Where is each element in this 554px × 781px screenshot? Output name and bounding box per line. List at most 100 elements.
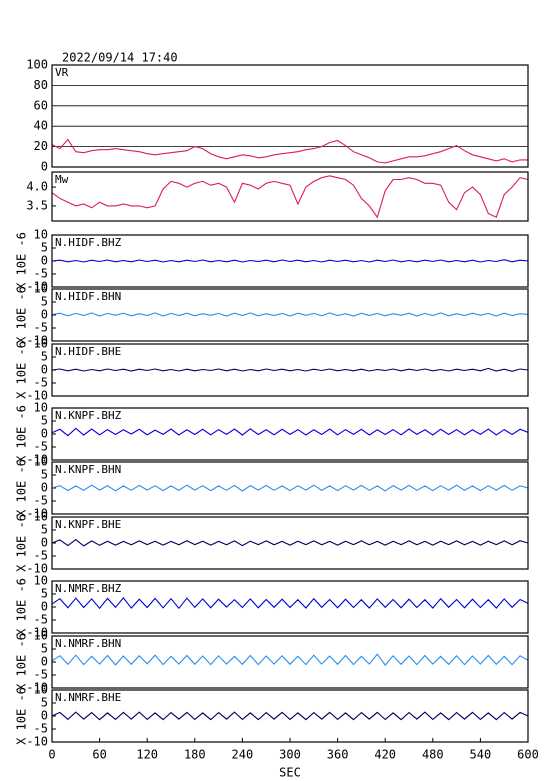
series-label: N.NMRF.BHE xyxy=(55,691,121,704)
y-tick-label: 5 xyxy=(41,642,48,656)
y-tick-label: -10 xyxy=(26,280,48,294)
y-tick-label: -5 xyxy=(34,613,48,627)
panel-frame xyxy=(51,171,529,222)
y-tick-label: -5 xyxy=(34,549,48,563)
y-axis-label: X 10E -6 xyxy=(15,232,29,290)
series-label: N.NMRF.BHZ xyxy=(55,582,122,595)
y-tick-label: 0 xyxy=(41,536,48,550)
x-tick-label: 120 xyxy=(136,748,158,762)
panel-frame xyxy=(51,635,529,689)
y-axis-label: X 10E -6 xyxy=(15,459,29,517)
y-tick-label: -10 xyxy=(26,453,48,467)
y-tick-label: 20 xyxy=(34,139,48,153)
y-axis-label: X 10E -6 xyxy=(15,286,29,344)
y-tick-label: 0 xyxy=(41,427,48,441)
y-tick-label: 5 xyxy=(41,414,48,428)
y-tick-label: 0 xyxy=(41,254,48,268)
y-axis-label: X 10E -6 xyxy=(15,687,29,745)
series-label: N.HIDF.BHN xyxy=(55,290,121,303)
series-label: N.KNPF.BHE xyxy=(55,518,121,531)
panel-frame xyxy=(51,461,529,515)
y-tick-label: -5 xyxy=(34,668,48,682)
y-tick-label: -5 xyxy=(34,494,48,508)
x-tick-label: 300 xyxy=(279,748,301,762)
y-axis-label: X 10E -6 xyxy=(15,514,29,572)
data-line xyxy=(51,653,529,666)
panel-frame xyxy=(51,64,529,168)
panel-frame xyxy=(51,689,529,743)
panel-frame xyxy=(51,580,529,634)
y-tick-label: 0 xyxy=(41,709,48,723)
y-tick-label: -5 xyxy=(34,376,48,390)
data-line xyxy=(51,259,529,263)
y-axis-label: X 10E -6 xyxy=(15,341,29,399)
x-tick-label: 0 xyxy=(48,748,55,762)
series-label: N.KNPF.BHZ xyxy=(55,409,122,422)
y-tick-label: -5 xyxy=(34,722,48,736)
y-tick-label: 0 xyxy=(41,308,48,322)
y-tick-label: 10 xyxy=(34,510,48,524)
y-tick-label: 5 xyxy=(41,696,48,710)
y-tick-label: 10 xyxy=(34,629,48,643)
panel-frame xyxy=(51,343,529,397)
x-axis-label: SEC xyxy=(279,766,301,780)
series-label: N.HIDF.BHZ xyxy=(55,236,122,249)
y-tick-label: 5 xyxy=(41,523,48,537)
series-label: N.HIDF.BHE xyxy=(55,345,121,358)
y-tick-label: 10 xyxy=(34,228,48,242)
y-tick-label: -10 xyxy=(26,735,48,749)
data-line xyxy=(51,367,529,372)
y-tick-label: -10 xyxy=(26,562,48,576)
y-tick-label: 10 xyxy=(34,683,48,697)
y-tick-label: 10 xyxy=(34,401,48,415)
y-tick-label: 5 xyxy=(41,350,48,364)
y-tick-label: 10 xyxy=(34,455,48,469)
y-axis-label: X 10E -6 xyxy=(15,578,29,636)
data-line xyxy=(51,138,528,164)
y-tick-label: 10 xyxy=(34,337,48,351)
y-tick-label: 4.0 xyxy=(26,180,48,194)
y-tick-label: -10 xyxy=(26,507,48,521)
series-label: N.NMRF.BHN xyxy=(55,637,121,650)
y-tick-label: -10 xyxy=(26,389,48,403)
y-tick-label: 5 xyxy=(41,587,48,601)
x-tick-label: 360 xyxy=(327,748,349,762)
data-line xyxy=(51,312,529,317)
x-tick-label: 480 xyxy=(422,748,444,762)
series-label: Mw xyxy=(55,173,69,186)
x-tick-label: 180 xyxy=(184,748,206,762)
y-tick-label: 0 xyxy=(41,655,48,669)
y-tick-label: -5 xyxy=(34,440,48,454)
data-line xyxy=(51,427,529,437)
y-tick-label: 0 xyxy=(41,481,48,495)
y-tick-label: 10 xyxy=(34,574,48,588)
y-tick-label: 3.5 xyxy=(26,198,48,212)
y-tick-label: 10 xyxy=(34,282,48,296)
y-tick-label: -10 xyxy=(26,681,48,695)
y-tick-label: -5 xyxy=(34,267,48,281)
y-tick-label: -5 xyxy=(34,321,48,335)
y-tick-label: 5 xyxy=(41,241,48,255)
y-tick-label: 5 xyxy=(41,295,48,309)
y-tick-label: 100 xyxy=(26,58,48,72)
panel-frame xyxy=(51,407,529,461)
x-tick-label: 240 xyxy=(232,748,254,762)
chart-title: 2022/09/14 17:40 xyxy=(62,51,178,65)
panel-frame xyxy=(51,288,529,342)
y-tick-label: 0 xyxy=(41,600,48,614)
panel-frame xyxy=(51,516,529,570)
y-tick-label: -10 xyxy=(26,626,48,640)
y-axis-label: X 10E -6 xyxy=(15,405,29,463)
y-tick-label: 40 xyxy=(34,119,48,133)
x-tick-label: 420 xyxy=(374,748,396,762)
panel-frame xyxy=(51,234,529,288)
y-tick-label: -10 xyxy=(26,334,48,348)
data-line xyxy=(51,538,529,547)
data-line xyxy=(51,711,529,721)
data-line xyxy=(51,597,529,610)
x-tick-label: 540 xyxy=(470,748,492,762)
y-tick-label: 5 xyxy=(41,468,48,482)
y-axis-label: X 10E -6 xyxy=(15,633,29,691)
data-line xyxy=(51,484,529,492)
